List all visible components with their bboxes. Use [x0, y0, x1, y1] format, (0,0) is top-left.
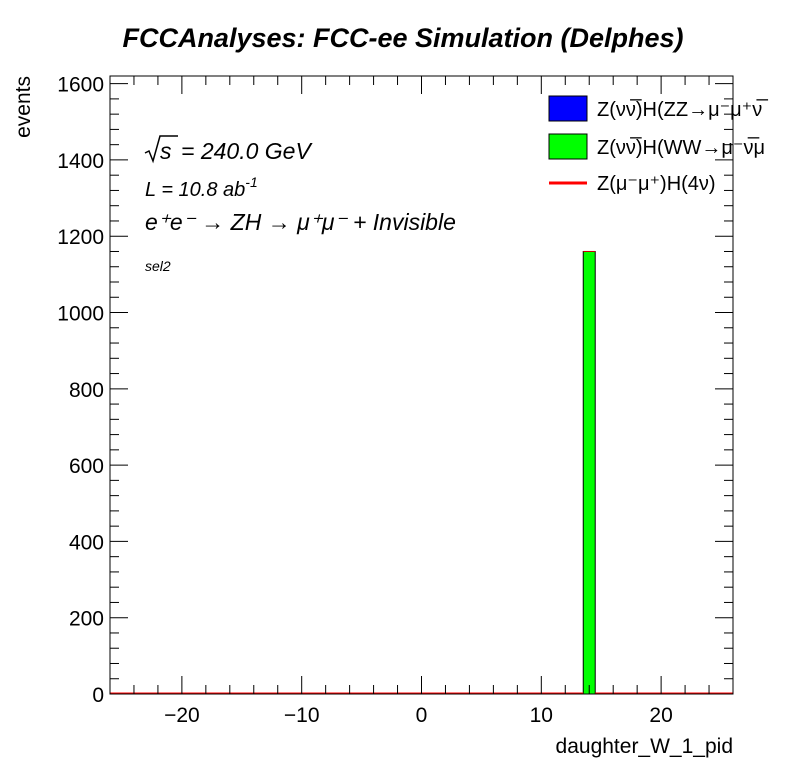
- y-tick-label-8: 1600: [57, 74, 104, 97]
- x-tick-label-2: 0: [416, 704, 428, 727]
- y-axis-ticks: 0 200 400 600 800 1000 1200 1400 1600: [57, 74, 733, 707]
- luminosity-value: L = 10.8 ab: [145, 179, 245, 201]
- bars-layer: [582, 250, 596, 695]
- luminosity-label: L = 10.8 ab-1: [145, 174, 258, 201]
- sqrt-symbol: [144, 135, 178, 164]
- y-tick-label-2: 400: [69, 531, 104, 554]
- annotations: s = 240.0 GeV L = 10.8 ab-1 e⁺e⁻ → ZH → …: [144, 135, 456, 274]
- selection-label: sel2: [145, 258, 171, 274]
- legend-label-0: Z(νν̅)H(ZZ→μ⁻μ⁺ν̅: [597, 98, 768, 121]
- x-tick-label-1: −10: [284, 704, 320, 727]
- y-tick-label-0: 0: [92, 684, 104, 707]
- y-tick-label-1: 200: [69, 608, 104, 631]
- chart-title: FCCAnalyses: FCC-ee Simulation (Delphes): [122, 23, 683, 53]
- y-tick-label-6: 1200: [57, 226, 104, 249]
- y-tick-label-4: 800: [69, 379, 104, 402]
- y-tick-label-3: 600: [69, 455, 104, 478]
- legend: Z(νν̅)H(ZZ→μ⁻μ⁺ν̅ Z(νν̅)H(WW→μ⁻ν̅μ Z(μ⁻μ⁺)…: [548, 95, 768, 195]
- sqrt-s-label: s: [160, 138, 172, 164]
- x-tick-label-3: 10: [530, 704, 553, 727]
- legend-swatch-1: [548, 133, 588, 160]
- sqrt-s-value: = 240.0 GeV: [181, 138, 313, 164]
- process-label: e⁺e⁻ → ZH → μ⁺μ⁻ + Invisible: [145, 209, 456, 235]
- x-axis-ticks: −20 −10 0 10 20: [133, 76, 710, 727]
- legend-label-1: Z(νν̅)H(WW→μ⁻ν̅μ: [597, 136, 765, 159]
- x-axis-title: daughter_W_1_pid: [556, 735, 733, 758]
- x-tick-label-4: 20: [649, 704, 672, 727]
- legend-label-2: Z(μ⁻μ⁺)H(4ν): [597, 173, 716, 195]
- y-tick-label-7: 1400: [57, 150, 104, 173]
- bar-s1-0: [582, 250, 596, 695]
- y-axis-title: events: [12, 76, 35, 138]
- x-tick-label-0: −20: [164, 704, 200, 727]
- luminosity-exponent: -1: [245, 174, 257, 190]
- legend-swatch-0: [548, 95, 588, 122]
- y-tick-label-5: 1000: [57, 303, 104, 326]
